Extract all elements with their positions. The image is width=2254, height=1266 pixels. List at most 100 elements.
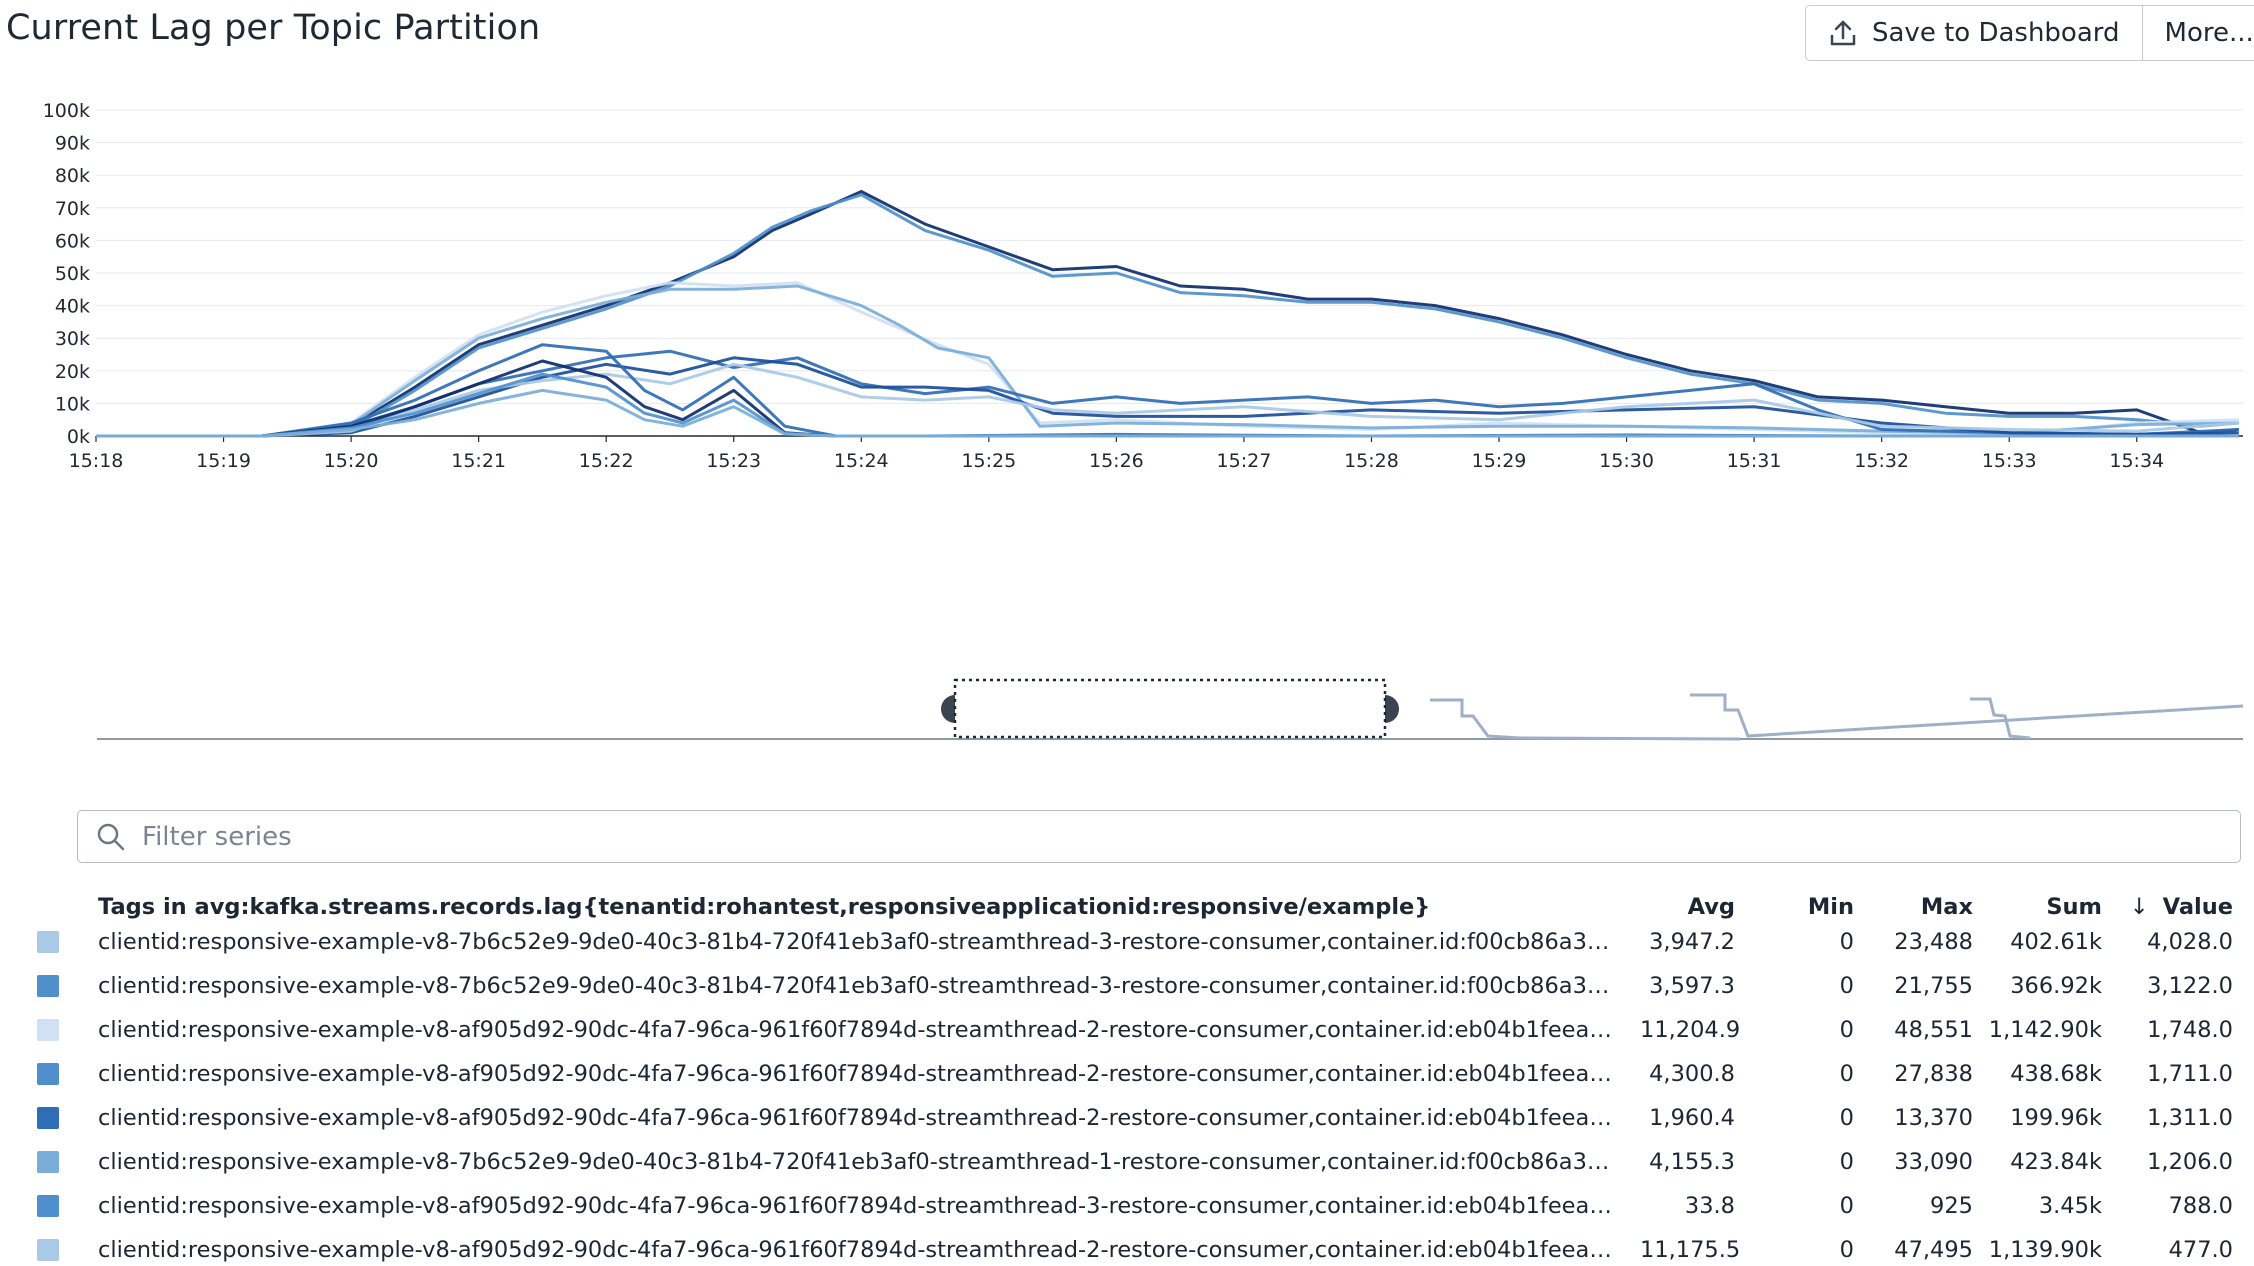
header-actions: Save to Dashboard More... [1805,5,2254,61]
series-tags: clientid:responsive-example-v8-7b6c52e9-… [98,973,1618,999]
value-column-label: Value [2162,894,2233,920]
x-axis: 15:18 15:19 15:20 15:21 15:22 15:23 15:24 15:25… [69,436,2164,472]
x-tick-label: 15:31 [1727,450,1782,472]
x-tick-label: 15:33 [1982,450,2037,472]
series-value: 1,748.0 [2147,1017,2233,1043]
series-sum: 1,139.90k [1988,1237,2102,1263]
x-tick-label: 15:18 [69,450,124,472]
series-color-swatch[interactable] [37,1151,59,1173]
series-color-swatch[interactable] [37,1019,59,1041]
y-tick-label: 0k [67,426,90,448]
series-min: 0 [1839,1149,1854,1175]
series-value: 1,206.0 [2147,1149,2233,1175]
x-tick-label: 15:20 [324,450,379,472]
x-tick-label: 15:22 [579,450,634,472]
series-legend-table: Tags in avg:kafka.streams.records.lag{te… [0,888,2254,1266]
series-tags: clientid:responsive-example-v8-af905d92-… [98,1061,1618,1087]
series-tags: clientid:responsive-example-v8-7b6c52e9-… [98,929,1618,955]
filter-series-input[interactable] [140,820,2144,853]
x-tick-label: 15:23 [706,450,761,472]
series-avg: 4,155.3 [1649,1149,1735,1175]
series-color-swatch[interactable] [37,1107,59,1129]
legend-row[interactable]: clientid:responsive-example-v8-af905d92-… [0,1231,2254,1266]
x-tick-label: 15:34 [2109,450,2164,472]
series-max: 47,495 [1894,1237,1973,1263]
series-min: 0 [1839,1105,1854,1131]
series-avg: 3,947.2 [1649,929,1735,955]
y-tick-label: 60k [55,230,90,252]
more-button[interactable]: More... [2141,6,2254,60]
navigator-preview-line [1970,697,2031,740]
sum-column-header[interactable]: Sum [2046,894,2102,920]
y-tick-label: 40k [55,296,90,318]
search-icon [97,823,125,850]
legend-row[interactable]: clientid:responsive-example-v8-af905d92-… [0,1055,2254,1095]
series-line [96,190,2239,438]
series-tags: clientid:responsive-example-v8-af905d92-… [98,1017,1618,1043]
series-max: 33,090 [1894,1149,1973,1175]
series-min: 0 [1839,1017,1854,1043]
series-color-swatch[interactable] [37,1239,59,1261]
avg-column-header[interactable]: Avg [1687,894,1735,920]
series-sum: 438.68k [2010,1061,2102,1087]
series-max: 23,488 [1894,929,1973,955]
series-color-swatch[interactable] [37,1195,59,1217]
x-tick-label: 15:27 [1217,450,1272,472]
series-tags: clientid:responsive-example-v8-af905d92-… [98,1105,1618,1131]
series-min: 0 [1839,1193,1854,1219]
y-tick-label: 50k [55,263,90,285]
series-value: 1,311.0 [2147,1105,2233,1131]
legend-row[interactable]: clientid:responsive-example-v8-af905d92-… [0,1011,2254,1051]
x-tick-label: 15:32 [1854,450,1909,472]
series-tags: clientid:responsive-example-v8-7b6c52e9-… [98,1149,1618,1175]
series-max: 48,551 [1894,1017,1973,1043]
series-sum: 1,142.90k [1988,1017,2102,1043]
series-color-swatch[interactable] [37,975,59,997]
y-tick-label: 30k [55,328,90,350]
y-axis: 0k 10k 20k 30k 40k 50k 60k 70k 80k 90k 100k [43,100,90,448]
series-sum: 366.92k [2010,973,2102,999]
y-tick-label: 20k [55,361,90,383]
legend-row[interactable]: clientid:responsive-example-v8-7b6c52e9-… [0,1143,2254,1183]
chart-title: Current Lag per Topic Partition [6,8,541,48]
series-avg: 11,175.5 [1640,1237,1741,1263]
legend-row[interactable]: clientid:responsive-example-v8-7b6c52e9-… [0,923,2254,963]
series-sum: 423.84k [2010,1149,2102,1175]
series-max: 21,755 [1894,973,1973,999]
save-to-dashboard-button[interactable]: Save to Dashboard [1806,6,2142,60]
y-tick-label: 90k [55,133,90,155]
min-column-header[interactable]: Min [1807,894,1854,920]
series-line [96,362,2239,438]
max-column-header[interactable]: Max [1920,894,1973,920]
navigator-preview-line [1690,693,2244,738]
series-color-swatch[interactable] [37,1063,59,1085]
series-value: 3,122.0 [2147,973,2233,999]
x-tick-label: 15:29 [1472,450,1527,472]
series-avg: 3,597.3 [1649,973,1735,999]
filter-series-box[interactable] [77,810,2241,863]
time-navigator[interactable] [97,678,2244,741]
x-tick-label: 15:28 [1344,450,1399,472]
series-avg: 33.8 [1684,1193,1735,1219]
series-value: 477.0 [2168,1237,2233,1263]
legend-row[interactable]: clientid:responsive-example-v8-af905d92-… [0,1187,2254,1227]
series-value: 1,711.0 [2147,1061,2233,1087]
series-min: 0 [1839,1061,1854,1087]
y-tick-label: 10k [55,393,90,415]
chart-series [96,190,2239,438]
series-min: 0 [1839,973,1854,999]
x-tick-label: 15:21 [451,450,506,472]
legend-row[interactable]: clientid:responsive-example-v8-af905d92-… [0,1099,2254,1139]
y-tick-label: 70k [55,198,90,220]
y-tick-label: 100k [43,100,90,122]
series-color-swatch[interactable] [37,931,59,953]
legend-row[interactable]: clientid:responsive-example-v8-7b6c52e9-… [0,967,2254,1007]
series-line [96,388,2239,438]
series-line [96,284,2239,438]
series-avg: 1,960.4 [1649,1105,1735,1131]
series-avg: 4,300.8 [1649,1061,1735,1087]
series-avg: 11,204.9 [1640,1017,1741,1043]
value-column-header[interactable]: ↓ Value [2110,894,2233,920]
series-max: 27,838 [1894,1061,1973,1087]
